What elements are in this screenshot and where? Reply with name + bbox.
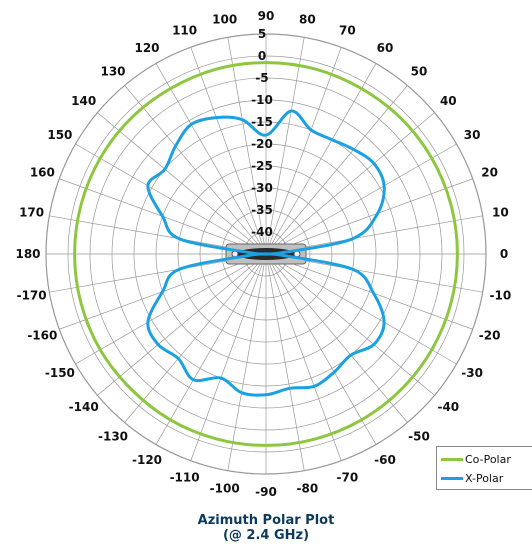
grid-spoke [124, 85, 267, 255]
radial-tick-label: 0 [258, 49, 266, 63]
grid-spoke [265, 143, 457, 255]
grid-spoke [155, 253, 267, 445]
legend-label-co-polar: Co-Polar [465, 452, 511, 466]
angle-tick-label: 170 [19, 206, 44, 220]
angle-tick-label: 80 [299, 13, 316, 27]
legend-swatch-x-polar [441, 476, 463, 480]
angle-tick-label: -60 [374, 453, 396, 467]
radial-labels: 5 0 -5 -10 -15 -20 -25 -30 -35 -40 [251, 27, 273, 239]
angle-tick-label: 150 [47, 128, 72, 142]
angle-tick-label: 160 [30, 166, 55, 180]
angle-tick-label: -10 [490, 288, 512, 302]
grid-spoke [265, 63, 377, 255]
angle-tick-label: -80 [296, 481, 318, 495]
grid-spoke [155, 63, 267, 255]
angle-tick-label: -110 [170, 471, 200, 485]
grid-spoke [265, 253, 457, 365]
angle-tick-label: -40 [437, 400, 459, 414]
radial-tick-label: -40 [251, 225, 273, 239]
grid-spoke [265, 253, 342, 461]
chart-title-line1: Azimuth Polar Plot [197, 513, 335, 528]
radial-tick-label: -25 [251, 159, 273, 173]
series-line-co-polar [73, 61, 459, 447]
angle-tick-label: -160 [27, 328, 57, 342]
angle-tick-label: -150 [45, 366, 75, 380]
angle-tick-label: 40 [440, 94, 457, 108]
radial-tick-label: -10 [251, 93, 273, 107]
angle-tick-label: 30 [464, 128, 481, 142]
angle-tick-label: 130 [100, 65, 125, 79]
series-layer [73, 61, 459, 447]
polar-grid [45, 33, 487, 475]
grid-spoke [265, 253, 435, 396]
chart-title: Azimuth Polar Plot (@ 2.4 GHz) [0, 513, 532, 543]
grid-spoke [190, 47, 267, 255]
grid-spoke [227, 253, 267, 471]
grid-spoke [190, 253, 267, 461]
angle-tick-label: 90 [258, 9, 275, 23]
grid-spoke [265, 178, 473, 255]
grid-spoke [265, 253, 377, 445]
legend-item-x-polar: X-Polar [441, 469, 503, 487]
grid-spoke [265, 253, 305, 471]
series-line-x-polar [146, 109, 386, 397]
grid-spoke [227, 37, 267, 255]
grid-spoke [265, 253, 408, 423]
angle-tick-label: 50 [411, 65, 428, 79]
radial-tick-label: -30 [251, 181, 273, 195]
legend-swatch-co-polar [441, 457, 463, 461]
grid-spoke [265, 253, 473, 330]
radial-tick-label: -5 [255, 71, 268, 85]
legend: Co-Polar X-Polar [436, 446, 532, 490]
angle-tick-label: 20 [481, 166, 498, 180]
angle-tick-label: -120 [132, 453, 162, 467]
chart-title-line2: (@ 2.4 GHz) [222, 528, 310, 543]
grid-spoke [75, 253, 267, 365]
radial-tick-label: -35 [251, 203, 273, 217]
grid-spoke [265, 37, 305, 255]
grid-spoke [265, 85, 408, 255]
angle-tick-label: -50 [408, 429, 430, 443]
legend-item-co-polar: Co-Polar [441, 450, 511, 468]
grid-spoke [97, 253, 267, 396]
angle-tick-label: 100 [212, 13, 237, 27]
legend-label-x-polar: X-Polar [465, 471, 504, 485]
grid-spoke [265, 112, 435, 255]
angle-tick-label: -30 [461, 366, 483, 380]
angle-tick-label: -20 [479, 328, 501, 342]
grid-spoke [265, 47, 342, 255]
radial-tick-label: -20 [251, 137, 273, 151]
grid-spoke [124, 253, 267, 423]
angle-tick-label: -140 [69, 400, 99, 414]
angle-tick-label: -100 [210, 481, 240, 495]
radial-tick-label: -15 [251, 115, 273, 129]
angle-tick-label: 110 [172, 23, 197, 37]
angle-tick-label: 180 [15, 247, 40, 261]
grid-spoke [97, 112, 267, 255]
radial-tick-label: 5 [258, 27, 266, 41]
angle-tick-label: 140 [71, 94, 96, 108]
angle-tick-label: -90 [255, 485, 277, 499]
angle-tick-label: 70 [339, 23, 356, 37]
angle-tick-label: -130 [98, 429, 128, 443]
angle-labels: 0102030405060708090100110120130140150160… [15, 9, 511, 499]
angle-tick-label: 10 [492, 206, 509, 220]
angle-tick-label: -170 [17, 288, 47, 302]
angle-tick-label: 120 [134, 41, 159, 55]
grid-spoke [75, 143, 267, 255]
angle-tick-label: -70 [337, 471, 359, 485]
angle-tick-label: 0 [500, 247, 508, 261]
angle-tick-label: 60 [377, 41, 394, 55]
